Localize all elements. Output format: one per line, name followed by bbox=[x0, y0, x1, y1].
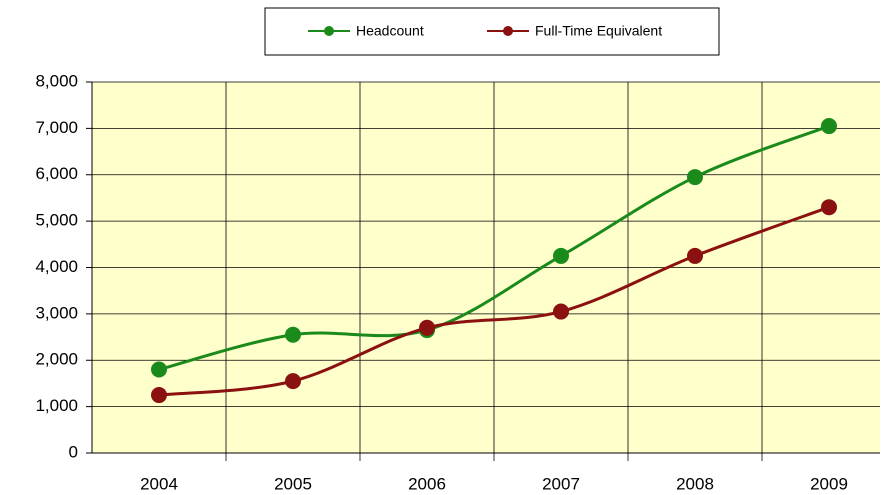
x-tick-label: 2008 bbox=[676, 474, 714, 493]
y-tick-label: 8,000 bbox=[35, 71, 78, 90]
y-tick-label: 4,000 bbox=[35, 257, 78, 276]
y-tick-label: 7,000 bbox=[35, 118, 78, 137]
x-tick-label: 2006 bbox=[408, 474, 446, 493]
data-point bbox=[151, 361, 167, 378]
y-tick-label: 5,000 bbox=[35, 211, 78, 230]
y-tick-label: 6,000 bbox=[35, 164, 78, 183]
data-point bbox=[553, 303, 569, 320]
y-tick-label: 1,000 bbox=[35, 396, 78, 415]
legend-marker bbox=[503, 26, 513, 36]
series-line bbox=[158, 124, 830, 371]
x-tick-label: 2009 bbox=[810, 474, 848, 493]
y-tick-label: 2,000 bbox=[35, 350, 78, 369]
data-point bbox=[285, 373, 301, 390]
data-point bbox=[687, 247, 703, 264]
data-point bbox=[419, 319, 435, 336]
data-point bbox=[821, 199, 837, 216]
legend-label: Full-Time Equivalent bbox=[535, 23, 662, 39]
legend-label: Headcount bbox=[356, 23, 424, 39]
data-point bbox=[553, 247, 569, 264]
data-point bbox=[151, 387, 167, 404]
legend-marker bbox=[324, 26, 334, 36]
y-tick-label: 3,000 bbox=[35, 303, 78, 322]
data-point bbox=[821, 118, 837, 135]
x-tick-label: 2005 bbox=[274, 474, 312, 493]
x-tick-label: 2004 bbox=[140, 474, 178, 493]
y-tick-label: 0 bbox=[69, 442, 78, 461]
data-point bbox=[687, 169, 703, 186]
series-line bbox=[158, 205, 830, 397]
data-point bbox=[285, 326, 301, 343]
x-tick-label: 2007 bbox=[542, 474, 580, 493]
